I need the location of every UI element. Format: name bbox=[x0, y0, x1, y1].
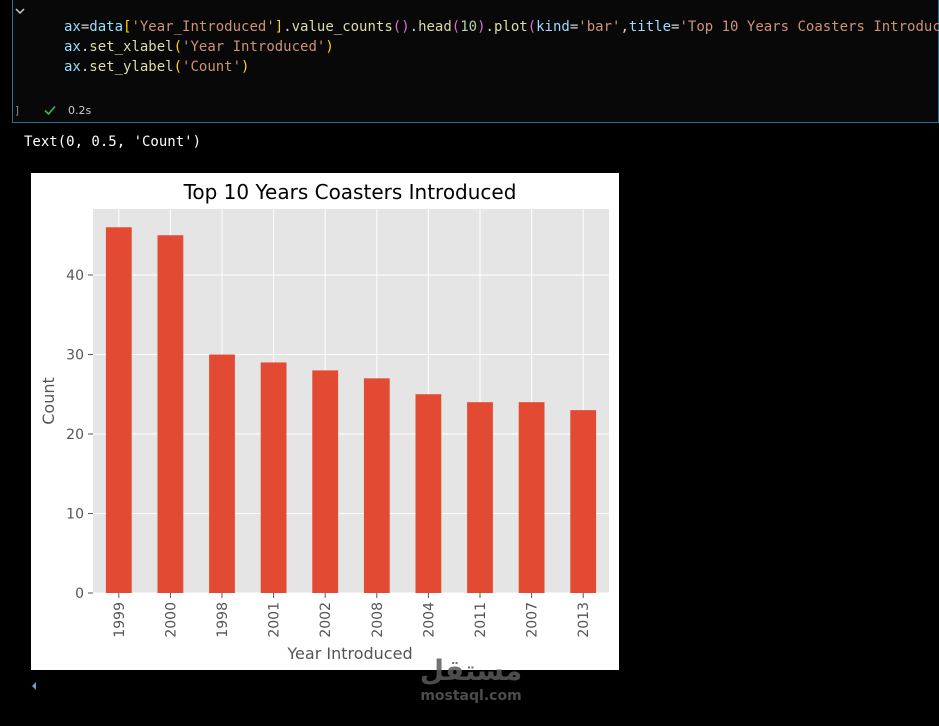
bar-1998 bbox=[209, 354, 235, 593]
code-token: , bbox=[620, 19, 629, 35]
code-token: ax bbox=[64, 19, 81, 35]
code-token: . bbox=[80, 59, 90, 75]
code-token: = bbox=[671, 19, 680, 35]
checkmark-icon bbox=[44, 105, 56, 116]
x-tick-label: 2013 bbox=[576, 602, 592, 638]
code-token: kind bbox=[536, 19, 570, 35]
y-axis-label: Count bbox=[39, 377, 58, 425]
code-token: set_ylabel bbox=[89, 59, 174, 75]
code-token: . bbox=[485, 19, 494, 35]
x-tick-label: 2011 bbox=[473, 602, 489, 638]
scroll-left-icon[interactable] bbox=[30, 681, 38, 691]
code-token: ( bbox=[527, 19, 537, 35]
code-token: = bbox=[80, 19, 90, 35]
plot-figure: Top 10 Years Coasters Introduced 0 10 20 30… bbox=[31, 173, 619, 670]
watermark-arabic: مستقل bbox=[419, 654, 523, 687]
x-tick-label: 2001 bbox=[267, 602, 283, 638]
bar-2011 bbox=[467, 402, 493, 593]
y-tick-label: 20 bbox=[66, 427, 84, 443]
code-line: ax.set_ylabel('Count') bbox=[64, 57, 939, 77]
collapse-chevron-icon[interactable] bbox=[13, 4, 27, 18]
execution-bracket: ] bbox=[14, 104, 21, 117]
x-tick-label: 2002 bbox=[318, 602, 334, 638]
code-token: . bbox=[409, 19, 419, 35]
code-line: ax=data['Year_Introduced'].value_counts(… bbox=[64, 17, 939, 37]
execution-status: 0.2s bbox=[43, 101, 91, 119]
code-token: 'Count' bbox=[182, 59, 242, 75]
code-token: ax bbox=[64, 59, 81, 75]
code-token: 'Top 10 Years Coasters Introduced' bbox=[679, 19, 939, 35]
watermark-logo: مستقل mostaql.com bbox=[413, 655, 529, 711]
code-token: ) bbox=[241, 59, 250, 75]
y-tick-label: 30 bbox=[66, 347, 84, 363]
code-line: ax.set_xlabel('Year Introduced') bbox=[64, 37, 939, 57]
code-token: = bbox=[569, 19, 579, 35]
code-token: data bbox=[89, 19, 124, 35]
code-token: set_xlabel bbox=[89, 39, 174, 55]
bar-2013 bbox=[570, 410, 597, 593]
execution-time: 0.2s bbox=[68, 103, 92, 117]
bar-2001 bbox=[260, 362, 287, 593]
x-tick-label: 2000 bbox=[163, 602, 179, 638]
watermark-latin: mostaql.com bbox=[420, 688, 522, 704]
bar-2004 bbox=[415, 394, 442, 593]
x-tick-label: 1999 bbox=[112, 602, 128, 638]
y-tick-label: 0 bbox=[75, 586, 84, 602]
chart-title: Top 10 Years Coasters Introduced bbox=[183, 180, 517, 204]
code-token: ] bbox=[274, 19, 284, 35]
bar-1999 bbox=[105, 227, 132, 593]
code-token: 'Year_Introduced' bbox=[131, 19, 275, 35]
code-token: value_counts bbox=[291, 19, 393, 35]
notebook-cell[interactable]: ] ax=data['Year_Introduced'].value_count… bbox=[12, 0, 939, 123]
y-tick-label: 40 bbox=[66, 268, 84, 284]
code-token: head bbox=[418, 19, 452, 35]
cell-output-text: Text(0, 0.5, 'Count') bbox=[24, 134, 202, 150]
code-token: title bbox=[628, 19, 672, 35]
code-token: ( bbox=[173, 39, 183, 55]
bar-2007 bbox=[518, 402, 545, 593]
x-axis-label: Year Introduced bbox=[286, 644, 412, 663]
code-token: [ bbox=[123, 19, 132, 35]
x-tick-label: 2008 bbox=[370, 602, 386, 638]
code-token: ( bbox=[451, 19, 461, 35]
code-token: ) bbox=[325, 39, 334, 55]
code-editor[interactable]: ax=data['Year_Introduced'].value_counts(… bbox=[64, 17, 939, 77]
bar-2000 bbox=[157, 235, 184, 593]
code-token: ( bbox=[173, 59, 183, 75]
bar-2008 bbox=[363, 378, 390, 593]
x-tick-label: 1998 bbox=[215, 602, 231, 638]
code-token: 'bar' bbox=[578, 19, 621, 35]
y-tick-label: 10 bbox=[66, 506, 84, 522]
bar-2002 bbox=[312, 370, 339, 593]
code-token: . bbox=[283, 19, 292, 35]
code-token: 10 bbox=[460, 19, 478, 35]
code-token: ) bbox=[477, 19, 486, 35]
code-token: 'Year Introduced' bbox=[182, 39, 326, 55]
bar-chart: Top 10 Years Coasters Introduced 0 10 20 30… bbox=[39, 180, 609, 663]
x-tick-label: 2007 bbox=[525, 602, 541, 638]
code-token: . bbox=[80, 39, 90, 55]
code-token: ax bbox=[64, 39, 81, 55]
x-tick-label: 2004 bbox=[421, 602, 437, 638]
code-token: plot bbox=[493, 19, 528, 35]
code-token: () bbox=[392, 19, 410, 35]
